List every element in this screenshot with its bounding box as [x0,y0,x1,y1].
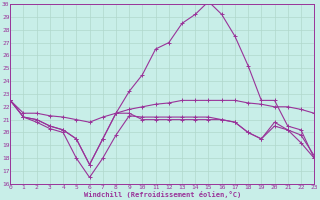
X-axis label: Windchill (Refroidissement éolien,°C): Windchill (Refroidissement éolien,°C) [84,191,241,198]
